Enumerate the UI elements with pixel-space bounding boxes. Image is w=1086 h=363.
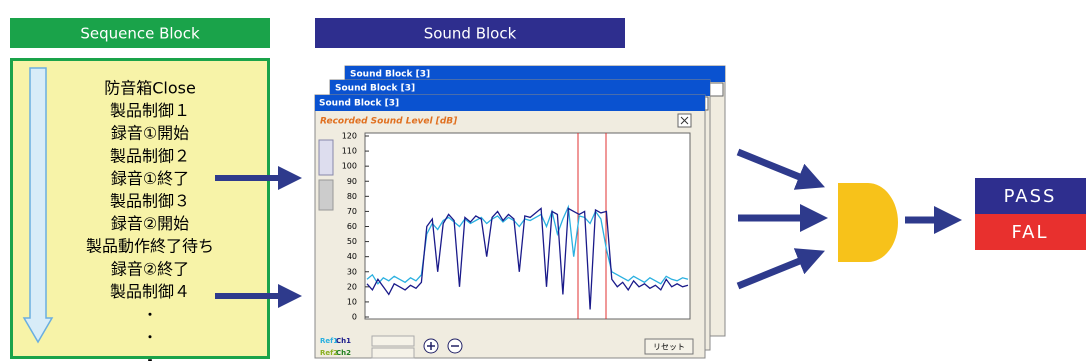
y-tick-label: 50 xyxy=(347,237,357,246)
step-label: ・ xyxy=(144,308,156,322)
step-label: 製品制御１ xyxy=(110,101,190,120)
window-title: Sound Block [3] xyxy=(335,84,415,94)
legend-label: Ch1 xyxy=(336,337,351,345)
step-label: 録音②終了 xyxy=(111,259,189,278)
scroll-button[interactable] xyxy=(319,140,333,175)
y-tick-label: 30 xyxy=(347,267,357,276)
step-label: ・ xyxy=(144,330,156,344)
step-label: 製品制御３ xyxy=(110,192,190,211)
reset-label: リセット xyxy=(653,343,685,352)
fail-label: FAL xyxy=(1011,222,1048,243)
y-tick-label: 20 xyxy=(347,282,357,291)
legend-label: Ch2 xyxy=(336,349,351,357)
step-label: 録音①開始 xyxy=(111,124,189,143)
y-tick-label: 60 xyxy=(347,222,357,231)
and-gate xyxy=(838,183,898,262)
y-tick-label: 110 xyxy=(342,147,357,156)
pass-label: PASS xyxy=(1004,186,1057,207)
window-title: Sound Block [3] xyxy=(319,99,399,109)
diagram: Sequence Block 防音箱Close 製品制御１ 録音①開始製品制御２ 録音… xyxy=(0,0,1086,363)
y-tick-label: 90 xyxy=(347,177,357,186)
step-label: 製品動作終了待ち xyxy=(86,237,214,256)
step-label: 録音②開始 xyxy=(111,214,189,233)
zoom-out[interactable] xyxy=(448,339,462,353)
y-tick-label: 0 xyxy=(352,313,357,322)
chart-title: Recorded Sound Level [dB] xyxy=(320,117,458,127)
plot-area xyxy=(365,133,690,319)
arrow xyxy=(738,152,812,182)
scroll-button[interactable] xyxy=(319,180,333,210)
step-label: 製品制御４ xyxy=(110,282,190,301)
step-label: - xyxy=(148,353,153,363)
y-tick-label: 70 xyxy=(347,207,357,216)
sequence-title: Sequence Block xyxy=(80,25,200,43)
arrow xyxy=(738,256,812,286)
y-tick-label: 40 xyxy=(347,252,357,261)
y-tick-label: 10 xyxy=(347,297,357,306)
step-label: 録音①終了 xyxy=(111,169,189,188)
zoom-in[interactable] xyxy=(424,339,438,353)
sound-title: Sound Block xyxy=(424,25,517,43)
y-tick-label: 80 xyxy=(347,192,357,201)
y-tick-label: 100 xyxy=(342,162,357,171)
window-front: Sound Block [3] Recorded Sound Level [dB… xyxy=(315,95,705,358)
window-title: Sound Block [3] xyxy=(350,70,430,80)
step-label: 製品制御２ xyxy=(110,146,190,165)
y-tick-label: 120 xyxy=(342,132,357,141)
step-label: 防音箱Close xyxy=(104,79,196,98)
